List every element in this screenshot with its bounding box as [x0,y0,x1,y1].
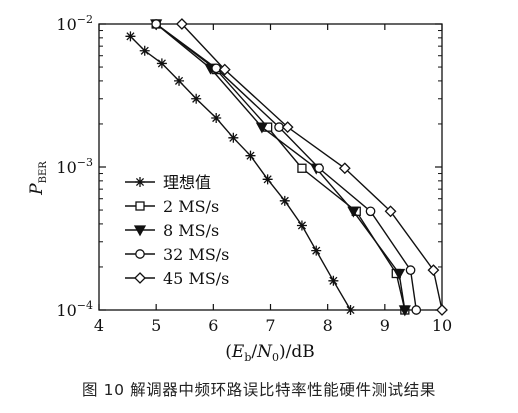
x-tick-label: 4 [94,316,104,335]
x-tick-label: 5 [151,316,161,335]
data-point [211,63,222,74]
data-point [281,121,294,134]
data-point [191,93,202,104]
data-point [151,19,162,29]
legend-label: 2 MS/s [163,197,219,216]
y-tick-label: 10−3 [56,156,93,177]
x-tick-label: 10 [432,316,452,335]
series-line [181,23,443,311]
x-tick-label: 6 [208,316,218,335]
data-point [436,304,448,316]
data-point [156,58,167,69]
legend-entry: 32 MS/s [125,245,229,264]
legend-marker [133,225,147,237]
data-point [279,195,290,206]
data-point [405,265,416,275]
y-tick-label: 10−2 [56,13,93,34]
legend-label: 理想值 [163,173,211,192]
data-point [211,113,222,124]
data-point [345,305,356,315]
legend-marker [135,201,145,211]
plot-frame [98,23,443,311]
data-point [228,132,239,143]
series-line [155,23,417,311]
legend-entry: 理想值 [125,173,211,192]
data-point [262,174,273,185]
data-point [411,305,422,315]
data-point [255,122,269,134]
x-axis-label: (Eb/N0)/dB [225,342,314,364]
x-tick-label: 9 [380,316,390,335]
data-point [328,275,339,286]
legend-marker [134,272,146,284]
legend-entry: 8 MS/s [125,221,219,240]
data-point [365,206,376,217]
legend-marker [135,249,145,259]
legend-label: 8 MS/s [163,221,219,240]
series-line [155,23,406,311]
data-point [174,75,185,86]
legend-entry: 45 MS/s [125,269,229,288]
legend-marker [135,177,145,187]
data-point [218,63,231,76]
data-point [347,206,360,218]
data-point [427,264,440,277]
data-point [125,31,136,42]
y-tick-label: 10−4 [56,299,93,320]
data-point [311,245,322,256]
x-tick-label: 8 [323,316,333,335]
y-axis-label: PBER [27,161,49,196]
series-3 [151,19,422,315]
series-4 [175,18,448,316]
data-point [384,205,397,218]
data-point [338,162,351,175]
legend-entry: 2 MS/s [125,197,219,216]
figure-caption: 图 10 解调器中频环路误比特率性能硬件测试结果 [82,381,436,399]
legend-label: 45 MS/s [163,269,229,288]
legend-label: 32 MS/s [163,245,229,264]
data-point [139,45,150,56]
data-point [398,305,411,317]
x-tick-label: 7 [265,316,275,335]
data-point [175,18,188,30]
data-point [297,163,307,173]
series-line [155,23,406,311]
data-point [314,163,324,174]
data-point [245,150,256,161]
series-0 [125,31,356,315]
data-point [393,268,406,280]
data-point [296,220,307,231]
